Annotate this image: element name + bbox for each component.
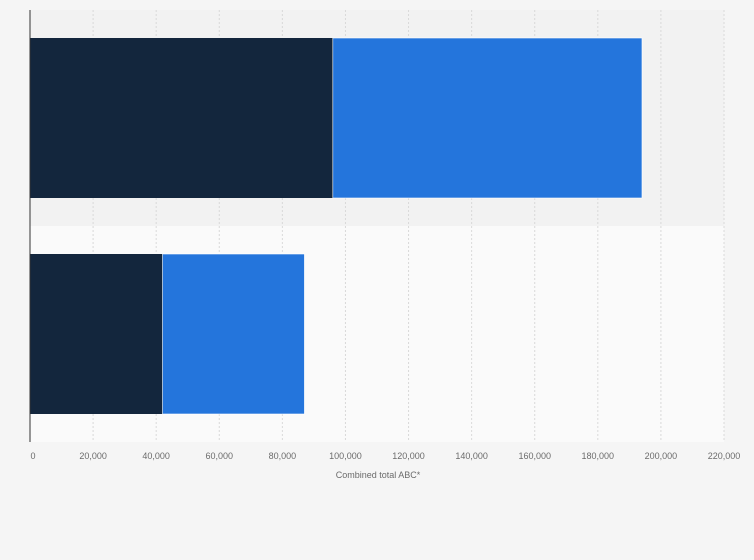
bar-cat2-series2[interactable] — [162, 253, 305, 415]
x-tick-label: 20,000 — [79, 451, 107, 461]
x-axis-title: Combined total ABC* — [336, 470, 421, 480]
bar-cat2-series1[interactable] — [30, 254, 163, 414]
x-tick-labels: 0 20,000 40,000 60,000 80,000 100,000 120,000 1… — [30, 451, 740, 461]
x-tick-label: 180,000 — [582, 451, 615, 461]
bar-cat1-series1[interactable] — [30, 38, 333, 198]
x-tick-label: 220,000 — [708, 451, 741, 461]
x-tick-label: 60,000 — [206, 451, 234, 461]
x-tick-label: 80,000 — [269, 451, 297, 461]
x-tick-label: 140,000 — [455, 451, 488, 461]
bars — [30, 37, 643, 415]
x-tick-label: 160,000 — [518, 451, 551, 461]
x-tick-label: 40,000 — [142, 451, 170, 461]
x-tick-label: 0 — [30, 451, 35, 461]
x-tick-label: 120,000 — [392, 451, 425, 461]
x-tick-label: 100,000 — [329, 451, 362, 461]
x-tick-label: 200,000 — [645, 451, 678, 461]
bar-cat1-series2[interactable] — [332, 37, 643, 199]
